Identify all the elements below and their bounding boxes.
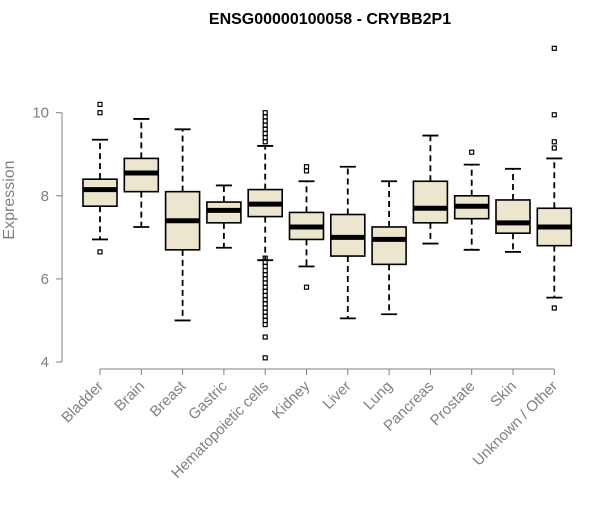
x-tick-label: Kidney [269, 377, 314, 422]
outlier-point [262, 309, 268, 315]
outlier-point [303, 164, 310, 170]
outlier-point [262, 263, 268, 270]
outlier-point [262, 284, 268, 290]
box-body [495, 199, 531, 234]
x-tick-label: Brain [111, 378, 148, 415]
outlier-point [469, 149, 475, 155]
outlier-point [262, 110, 268, 116]
box-body [412, 180, 449, 224]
outlier-point [262, 114, 268, 120]
x-tick-label: Lung [360, 378, 396, 414]
outlier-point [262, 255, 268, 261]
x-tick-label: Bladder [58, 378, 107, 427]
box-breast [164, 128, 201, 322]
box-gastric [206, 184, 242, 249]
outlier-point [97, 101, 103, 108]
outlier-point [262, 130, 268, 137]
outlier-point [551, 145, 557, 151]
chart-title: ENSG00000100058 - CRYBB2P1 [209, 11, 451, 28]
outlier-point [262, 276, 268, 282]
outlier-point [262, 313, 268, 319]
box-prostate [453, 149, 490, 251]
box-lung [371, 180, 407, 316]
y-axis-label: Expression [1, 160, 18, 239]
y-tick-label: 4 [41, 354, 49, 371]
y-tick-label: 8 [41, 188, 49, 205]
box-unknown-other [536, 45, 573, 311]
outlier-point [97, 110, 103, 116]
boxes-layer [82, 45, 573, 361]
y-tick-label: 6 [41, 271, 49, 288]
outlier-point [551, 112, 557, 118]
outlier-point [262, 272, 268, 278]
outlier-point [262, 139, 268, 145]
outlier-point [262, 301, 268, 307]
outlier-point [262, 280, 268, 286]
outlier-point [262, 135, 268, 141]
box-liver [329, 165, 366, 320]
outlier-point [262, 355, 268, 361]
box-kidney [288, 164, 325, 290]
outlier-point [262, 288, 268, 294]
box-body [371, 226, 407, 266]
outlier-point [303, 284, 310, 290]
outlier-point [551, 305, 557, 311]
outlier-point [551, 45, 557, 51]
outlier-point [262, 322, 268, 328]
box-brain [123, 118, 160, 228]
outlier-point [97, 249, 103, 255]
box-hematopoietic-cells [247, 110, 283, 361]
outlier-point [262, 122, 268, 128]
outlier-point [262, 292, 268, 299]
outlier-point [262, 126, 268, 132]
x-tick-label: Breast [147, 377, 190, 420]
outlier-point [303, 168, 310, 174]
outlier-point [262, 317, 268, 324]
x-tick-label: Liver [320, 378, 355, 413]
x-tick-label: Prostate [427, 378, 479, 430]
outlier-point [551, 139, 557, 145]
box-body [82, 178, 118, 207]
box-bladder [82, 101, 118, 255]
outlier-point [262, 267, 268, 274]
box-skin [495, 167, 531, 253]
x-tick-label: Skin [487, 378, 520, 411]
box-pancreas [412, 134, 449, 245]
outlier-point [262, 305, 268, 311]
y-tick-label: 10 [32, 105, 49, 122]
y-axis: 4 6 8 10 [32, 105, 63, 371]
outlier-point [262, 118, 268, 124]
outlier-point [262, 334, 268, 340]
outlier-point [262, 297, 268, 303]
